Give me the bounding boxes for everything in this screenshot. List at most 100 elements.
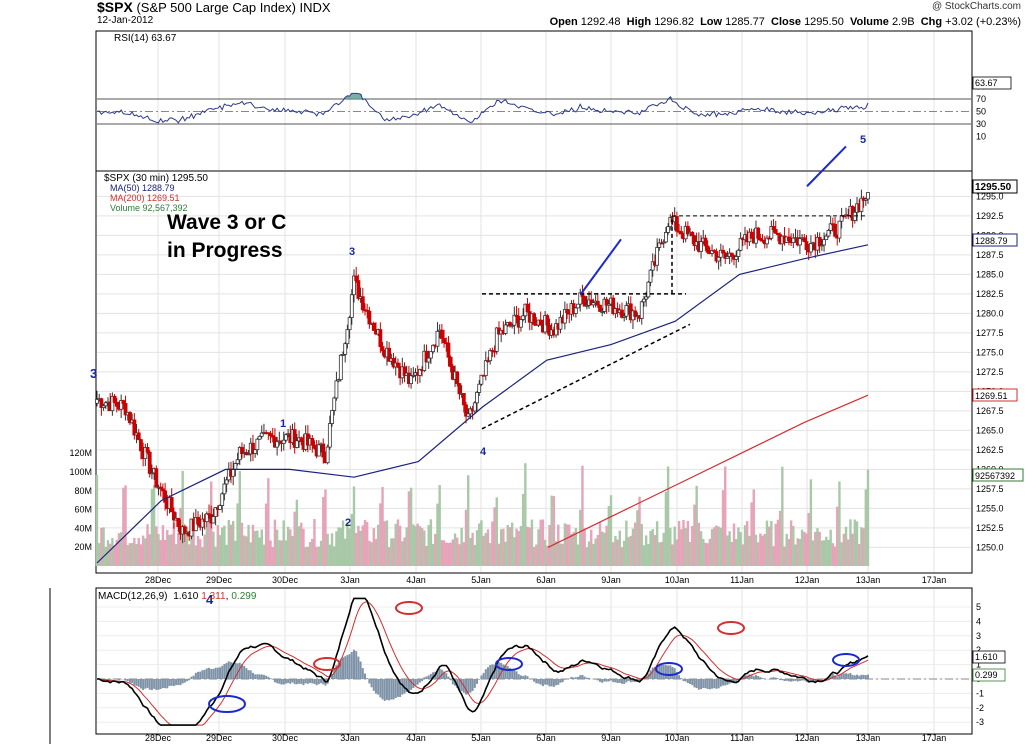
- brand-link[interactable]: @ StockCharts.com: [931, 1, 1021, 12]
- volume-bar: [537, 529, 540, 566]
- candle-body: [327, 423, 332, 448]
- macd-hist-bar: [254, 674, 257, 679]
- candle-body: [446, 342, 451, 358]
- macd-hist-bar: [726, 679, 729, 685]
- volume-bar: [282, 520, 285, 566]
- volume-bar: [653, 535, 657, 566]
- macd-hist-bar: [486, 667, 489, 679]
- candle-body: [833, 223, 837, 237]
- candle-body: [510, 324, 515, 327]
- candle-body: [182, 526, 187, 534]
- candle-body: [147, 451, 152, 474]
- tag-ma50: 1288.79: [972, 233, 1018, 247]
- xlabel-price-10: 12Jan: [795, 575, 820, 585]
- volume-bar: [104, 546, 107, 566]
- tag-macd-text: 1.610: [975, 652, 998, 662]
- candle-body: [525, 303, 530, 313]
- volume-bar: [590, 529, 593, 566]
- macd-hist-bar: [265, 675, 268, 679]
- low-value: 1285.77: [725, 16, 765, 28]
- volume-bar: [517, 530, 520, 566]
- volume-bar: [638, 496, 641, 566]
- xlabel-price-8: 10Jan: [665, 575, 690, 585]
- rsi-tick-50: 50: [976, 107, 986, 117]
- volume-bar: [862, 528, 865, 566]
- volume-bar: [458, 544, 461, 566]
- volume-bar: [148, 534, 151, 566]
- candle-body: [136, 432, 141, 441]
- candle-body: [442, 338, 446, 344]
- candle-body: [562, 308, 567, 324]
- candle-body: [461, 392, 466, 406]
- volume-bar: [368, 540, 371, 566]
- macd-hist-bar: [346, 655, 349, 679]
- macd-hist-bar: [425, 676, 428, 679]
- candle-body: [773, 229, 778, 234]
- volume-bar: [407, 491, 411, 566]
- macd-hist-bar: [401, 679, 404, 695]
- candle-body: [578, 292, 583, 305]
- macd-hist-bar: [197, 671, 200, 679]
- candle-body: [710, 250, 714, 254]
- volume-bar: [603, 532, 606, 566]
- volume-bar: [502, 528, 505, 566]
- price-tick-4: 1285.0: [976, 269, 1004, 279]
- macd-hist-bar: [273, 679, 276, 683]
- candle-body: [431, 344, 435, 353]
- volume-bar: [341, 520, 345, 566]
- macd-hist-bar: [414, 679, 417, 686]
- candle-body: [791, 237, 796, 244]
- macd-hist-bar: [333, 669, 336, 679]
- volume-bar: [376, 524, 380, 566]
- volume-bar: [133, 537, 136, 566]
- volume-bar: [324, 489, 327, 566]
- volume-bar: [609, 495, 613, 566]
- volume-bar: [552, 496, 556, 566]
- quote-bar: Open 1292.48 High 1296.82 Low 1285.77 Cl…: [550, 16, 1021, 28]
- macd-hist-bar: [801, 679, 804, 681]
- volume-bar: [297, 526, 301, 566]
- volume-bar: [464, 509, 468, 566]
- candle-body: [538, 319, 543, 326]
- volume-bar: [642, 545, 646, 566]
- candle-body: [576, 303, 580, 309]
- volume-bar: [629, 535, 632, 566]
- macd-hist-bar: [128, 679, 131, 683]
- macd-hist-bar: [787, 679, 790, 682]
- macd-hist-bar: [427, 675, 430, 679]
- volume-bar: [596, 535, 600, 566]
- volume-bar: [526, 526, 529, 566]
- macd-hist-bar: [750, 674, 753, 679]
- volume-bar: [273, 519, 277, 566]
- candle-body: [428, 351, 433, 359]
- candle-body: [620, 309, 624, 318]
- volume-bar: [640, 523, 643, 566]
- candle-body: [591, 302, 596, 306]
- rsi-ob-fill: [359, 94, 363, 99]
- rsi-tick-30: 30: [976, 119, 986, 129]
- volume-bar: [858, 543, 861, 566]
- volume-bar: [403, 537, 406, 566]
- volume-bar: [357, 525, 360, 566]
- macd-hist-bar: [225, 662, 228, 679]
- candle-body: [644, 296, 649, 300]
- volume-bar: [401, 541, 404, 566]
- candle-body: [367, 310, 372, 325]
- macd-hist-bar: [190, 676, 193, 679]
- volume-bar: [486, 529, 490, 566]
- macd-hist-bar: [278, 679, 281, 684]
- macd-hist-bar: [236, 663, 239, 679]
- wave-arrow-1: [580, 238, 622, 295]
- chg-value: +3.02 (+0.23%): [945, 16, 1021, 28]
- macd-hist-bar: [489, 665, 492, 679]
- macd-hist-bar: [798, 679, 801, 681]
- candle-body: [321, 443, 326, 458]
- macd-hist-bar: [374, 679, 377, 694]
- volume-bar: [117, 533, 121, 566]
- candle-body: [705, 245, 710, 253]
- macd-hist-bar: [555, 679, 558, 686]
- macd-hist-bar: [572, 677, 575, 679]
- macd-hist-bar: [359, 661, 362, 679]
- volume-bar: [478, 523, 481, 566]
- macd-hist-bar: [322, 679, 325, 685]
